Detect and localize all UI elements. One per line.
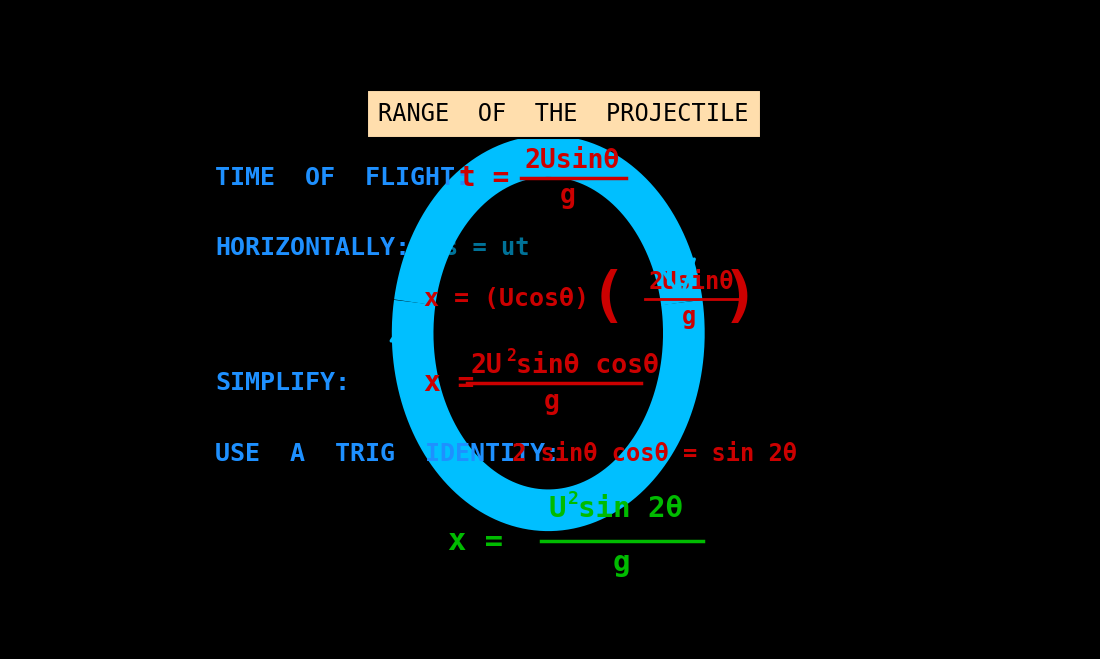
Text: SIMPLIFY:: SIMPLIFY: bbox=[214, 371, 350, 395]
Text: ): ) bbox=[722, 269, 759, 328]
Text: g: g bbox=[682, 305, 696, 329]
Text: t =: t = bbox=[459, 163, 509, 192]
Text: RANGE  OF  THE  PROJECTILE: RANGE OF THE PROJECTILE bbox=[378, 101, 749, 126]
Text: USE  A  TRIG  IDENTITY:: USE A TRIG IDENTITY: bbox=[214, 442, 560, 466]
Text: HORIZONTALLY:: HORIZONTALLY: bbox=[214, 237, 410, 260]
Text: 2: 2 bbox=[569, 490, 580, 509]
Text: U: U bbox=[548, 495, 565, 523]
Text: g: g bbox=[544, 389, 560, 415]
Text: 2 sinθ cosθ = sin 2θ: 2 sinθ cosθ = sin 2θ bbox=[512, 442, 796, 466]
Text: s = ut: s = ut bbox=[443, 237, 529, 260]
Text: x =: x = bbox=[425, 369, 474, 397]
Text: x = (Ucosθ): x = (Ucosθ) bbox=[425, 287, 590, 310]
Text: g: g bbox=[613, 549, 630, 577]
Text: 2Usinθ: 2Usinθ bbox=[525, 148, 620, 174]
Text: (: ( bbox=[590, 269, 626, 328]
Text: sinθ cosθ: sinθ cosθ bbox=[516, 353, 659, 380]
Text: 2Usinθ: 2Usinθ bbox=[649, 270, 735, 294]
Text: x =: x = bbox=[448, 527, 503, 556]
Text: 2: 2 bbox=[506, 347, 516, 364]
Text: g: g bbox=[560, 183, 575, 209]
Text: sin 2θ: sin 2θ bbox=[578, 495, 683, 523]
Text: 2U: 2U bbox=[471, 353, 503, 380]
Text: TIME  OF  FLIGHT:: TIME OF FLIGHT: bbox=[214, 165, 470, 190]
